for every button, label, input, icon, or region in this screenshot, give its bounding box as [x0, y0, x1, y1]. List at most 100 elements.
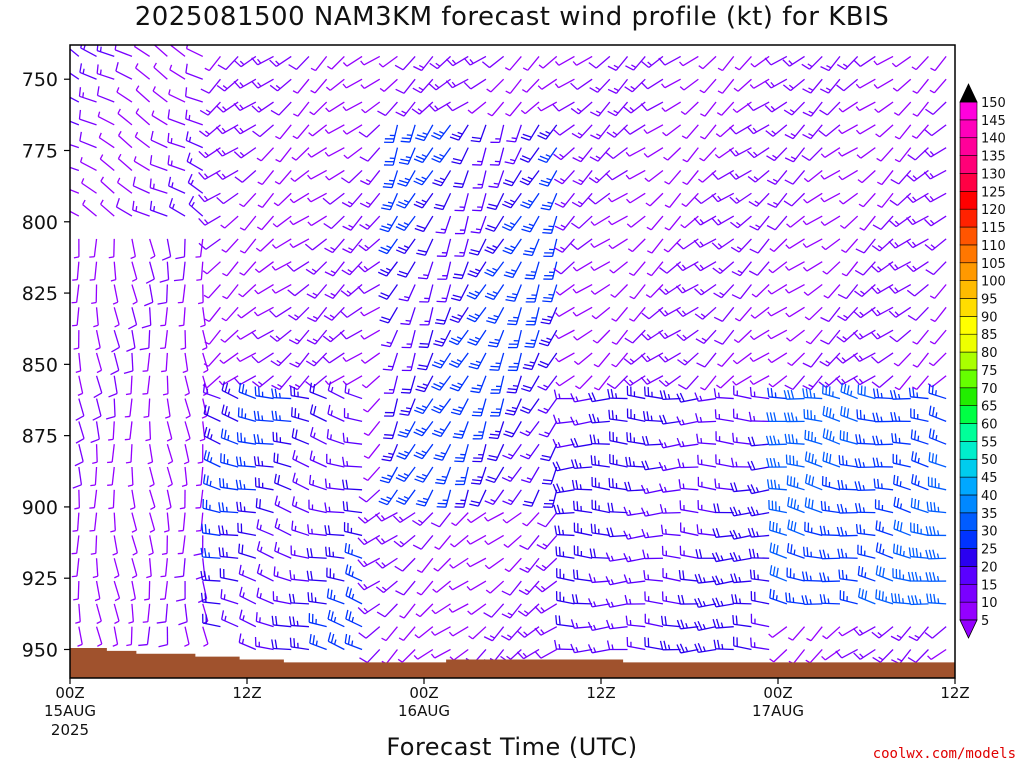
barb-flag	[676, 644, 682, 654]
barb-staff	[220, 486, 239, 491]
barb-staff	[594, 283, 611, 295]
barb-half-flag	[626, 198, 631, 204]
barb-flag	[915, 547, 919, 558]
wind-barb	[306, 570, 327, 582]
wind-barb	[340, 169, 363, 184]
barb-staff	[382, 55, 398, 68]
barb-staff	[822, 509, 841, 514]
barb-staff	[367, 147, 381, 162]
barb-flag	[592, 413, 597, 423]
wind-barb	[288, 329, 310, 345]
barb-flag	[876, 388, 880, 398]
wind-barb	[524, 261, 540, 280]
barb-staff	[611, 215, 628, 226]
barb-staff	[664, 101, 681, 112]
barb-flag	[588, 177, 598, 184]
barb-staff	[240, 306, 257, 319]
barb-half-flag	[597, 438, 600, 444]
barb-staff	[915, 306, 929, 321]
wind-barb	[555, 375, 575, 387]
barb-staff	[297, 101, 310, 117]
barb-staff	[662, 533, 681, 537]
barb-staff	[407, 284, 416, 302]
barb-staff	[489, 580, 505, 594]
barb-flag	[773, 457, 777, 468]
barb-flag	[381, 316, 391, 321]
barb-flag	[294, 408, 297, 418]
wind-barb	[606, 124, 629, 138]
barb-flag	[200, 88, 210, 94]
wind-barb	[251, 55, 274, 66]
barb-staff	[292, 504, 310, 514]
barb-half-flag	[277, 501, 281, 507]
barb-staff	[509, 55, 522, 71]
barb-staff	[547, 329, 558, 347]
wind-barb	[175, 581, 186, 602]
barb-staff	[165, 284, 168, 303]
barb-flag	[239, 586, 243, 596]
barb-flag	[430, 522, 440, 528]
wind-barb	[183, 444, 190, 465]
wind-barb	[132, 176, 150, 194]
barb-half-flag	[466, 585, 471, 591]
barb-flag	[173, 278, 184, 282]
wind-barb	[413, 56, 434, 72]
barb-half-flag	[292, 90, 298, 94]
barb-staff	[633, 306, 646, 322]
barb-half-flag	[902, 598, 904, 604]
wind-barb	[608, 477, 628, 491]
barb-flag	[397, 182, 407, 187]
barb-half-flag	[767, 334, 772, 340]
barb-staff	[166, 444, 174, 462]
wind-barb	[877, 170, 894, 186]
wind-barb	[839, 590, 858, 605]
barb-half-flag	[184, 392, 190, 396]
barb-staff	[698, 442, 717, 445]
barb-staff	[511, 421, 522, 438]
barb-staff	[452, 580, 469, 591]
wind-barb	[327, 632, 345, 651]
barb-half-flag	[522, 67, 528, 71]
barb-half-flag	[838, 151, 843, 157]
wind-barb	[552, 414, 575, 425]
barb-staff	[150, 209, 168, 217]
wind-barb	[431, 603, 451, 615]
barb-staff	[111, 466, 115, 485]
barb-half-flag	[785, 244, 790, 249]
barb-flag	[344, 383, 347, 393]
wind-barb	[626, 432, 646, 445]
barb-flag	[537, 409, 547, 414]
barb-staff	[426, 261, 434, 279]
barb-flag	[802, 388, 805, 398]
barb-flag	[327, 404, 331, 415]
barb-half-flag	[529, 247, 535, 250]
barb-half-flag	[236, 357, 241, 362]
barb-flag	[452, 276, 463, 280]
barb-half-flag	[439, 381, 445, 386]
barb-half-flag	[328, 506, 331, 512]
wind-barb	[641, 435, 663, 446]
wind-barb	[256, 587, 274, 605]
barb-flag	[748, 411, 752, 422]
barb-flag	[878, 566, 882, 576]
barb-staff	[898, 626, 912, 641]
barb-half-flag	[185, 415, 191, 419]
barb-half-flag	[75, 370, 81, 373]
wind-barb	[912, 101, 929, 117]
barb-flag	[342, 501, 345, 511]
barb-flag	[395, 590, 404, 596]
barb-half-flag	[342, 83, 347, 89]
barb-half-flag	[75, 621, 81, 624]
wind-barb	[144, 581, 151, 601]
wind-barb	[218, 525, 239, 537]
barb-flag	[888, 310, 897, 318]
barb-half-flag	[130, 255, 136, 260]
barb-half-flag	[821, 655, 826, 661]
barb-staff	[403, 78, 416, 94]
wind-barb	[570, 643, 593, 654]
wind-barb	[100, 199, 115, 217]
barb-half-flag	[363, 477, 369, 481]
wind-barb	[537, 124, 558, 140]
barb-staff	[469, 534, 487, 545]
wind-barb	[269, 306, 292, 318]
